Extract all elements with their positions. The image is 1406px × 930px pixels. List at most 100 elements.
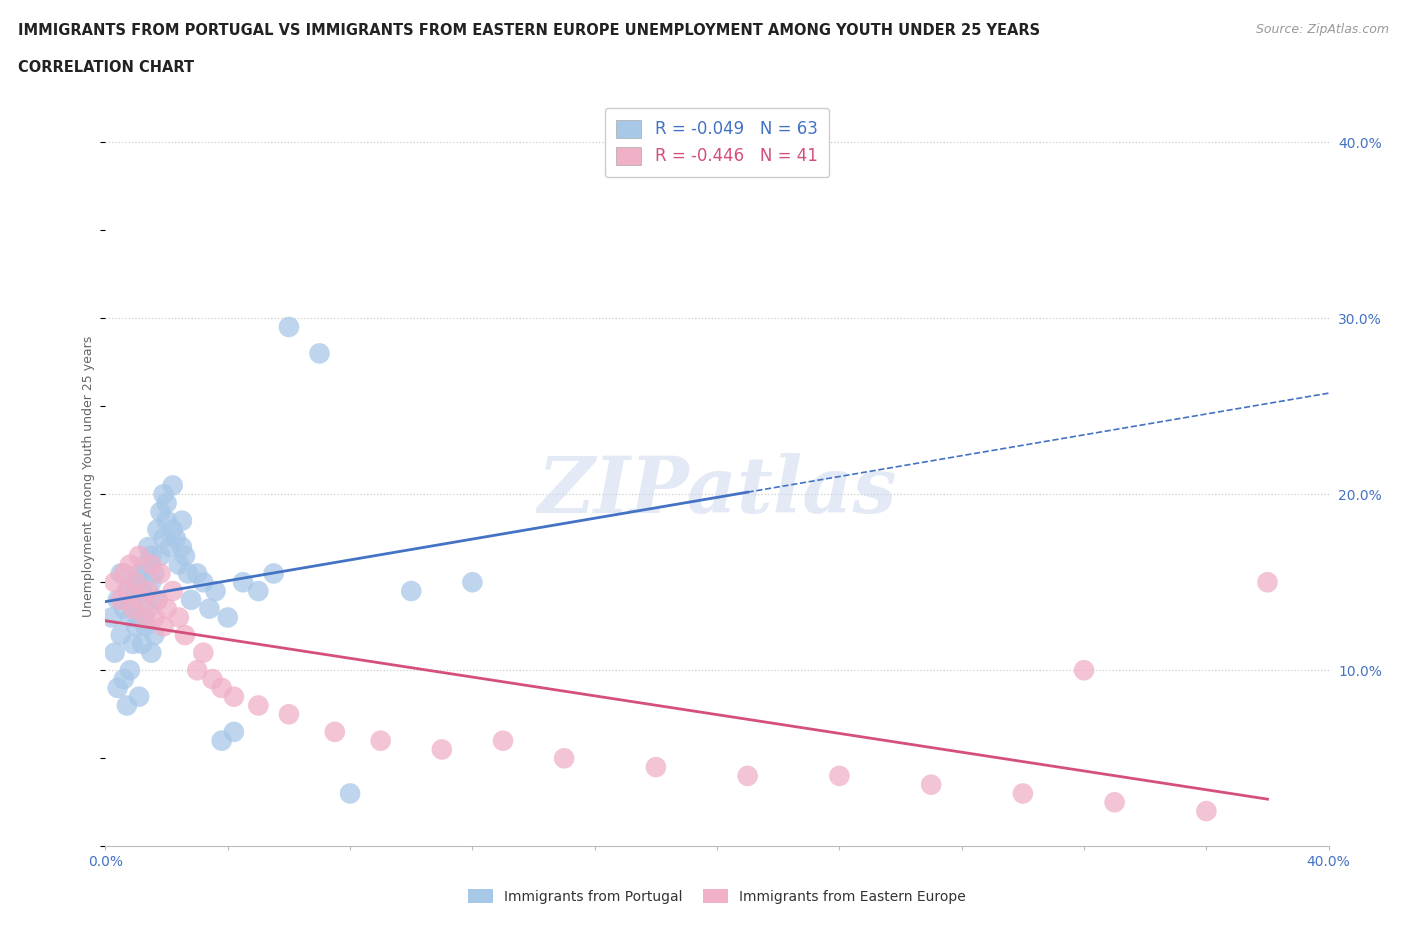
Point (122, 601, 145, 616)
Point (115, 584, 138, 599)
Point (308, 346, 330, 361)
Point (146, 522, 169, 537)
Point (644, 760, 666, 775)
Point (149, 549, 172, 564)
Point (174, 628, 197, 643)
Point (141, 575, 163, 590)
Point (136, 601, 159, 616)
Point (112, 601, 135, 616)
Point (143, 610, 166, 625)
Point (128, 610, 150, 625)
Point (149, 504, 172, 519)
Point (201, 671, 224, 686)
Point (211, 733, 233, 748)
Point (125, 575, 148, 590)
Point (1256, 575, 1278, 590)
Text: CORRELATION CHART: CORRELATION CHART (18, 60, 194, 75)
Text: Source: ZipAtlas.com: Source: ZipAtlas.com (1256, 23, 1389, 36)
Point (198, 601, 221, 616)
Point (141, 645, 163, 660)
Point (131, 636, 153, 651)
Point (104, 575, 127, 590)
Point (222, 724, 245, 739)
Point (146, 592, 169, 607)
Text: ZIPatlas: ZIPatlas (537, 453, 897, 530)
Point (232, 575, 254, 590)
Point (430, 742, 453, 757)
Point (193, 645, 215, 660)
Point (170, 513, 193, 528)
Point (167, 557, 190, 572)
Point (159, 539, 181, 554)
Point (125, 575, 148, 590)
Point (222, 689, 245, 704)
Point (1195, 804, 1218, 818)
Point (186, 566, 208, 581)
Point (204, 584, 226, 599)
Point (162, 522, 184, 537)
Point (107, 592, 129, 607)
Point (339, 786, 361, 801)
Point (128, 689, 150, 704)
Point (263, 566, 285, 581)
Point (122, 592, 145, 607)
Point (125, 618, 148, 633)
Point (278, 320, 301, 335)
Point (247, 584, 270, 599)
Point (110, 566, 132, 581)
Point (104, 645, 127, 660)
Point (1104, 795, 1126, 810)
Point (170, 539, 193, 554)
Point (118, 610, 141, 625)
Point (149, 566, 172, 581)
Point (136, 539, 159, 554)
Point (152, 531, 174, 546)
Point (131, 584, 153, 599)
Point (370, 733, 392, 748)
Point (118, 557, 141, 572)
Point (1073, 663, 1095, 678)
Point (143, 566, 166, 581)
Point (134, 557, 156, 572)
Point (128, 549, 150, 564)
Point (165, 531, 187, 546)
Point (323, 724, 346, 739)
Point (112, 671, 135, 686)
Point (110, 628, 132, 643)
Point (828, 768, 851, 783)
Point (128, 566, 150, 581)
Point (211, 681, 233, 696)
Point (155, 513, 177, 528)
Point (401, 584, 423, 599)
Point (141, 557, 163, 572)
Point (553, 751, 575, 765)
Point (115, 698, 138, 713)
Text: IMMIGRANTS FROM PORTUGAL VS IMMIGRANTS FROM EASTERN EUROPE UNEMPLOYMENT AMONG YO: IMMIGRANTS FROM PORTUGAL VS IMMIGRANTS F… (18, 23, 1040, 38)
Point (152, 486, 174, 501)
Point (278, 707, 301, 722)
Point (143, 628, 166, 643)
Point (167, 610, 190, 625)
Point (186, 663, 208, 678)
Point (217, 610, 239, 625)
Point (118, 663, 141, 678)
Point (115, 584, 138, 599)
Point (122, 636, 145, 651)
Point (146, 592, 169, 607)
Point (136, 584, 159, 599)
Point (177, 566, 200, 581)
Point (174, 549, 197, 564)
Point (134, 618, 156, 633)
Point (141, 549, 163, 564)
Point (100, 610, 122, 625)
Point (155, 601, 177, 616)
Point (107, 681, 129, 696)
Legend: Immigrants from Portugal, Immigrants from Eastern Europe: Immigrants from Portugal, Immigrants fro… (463, 884, 972, 910)
Point (247, 698, 270, 713)
Point (134, 610, 156, 625)
Point (180, 592, 202, 607)
Point (110, 592, 132, 607)
Point (162, 584, 184, 599)
Point (155, 496, 177, 511)
Point (152, 618, 174, 633)
